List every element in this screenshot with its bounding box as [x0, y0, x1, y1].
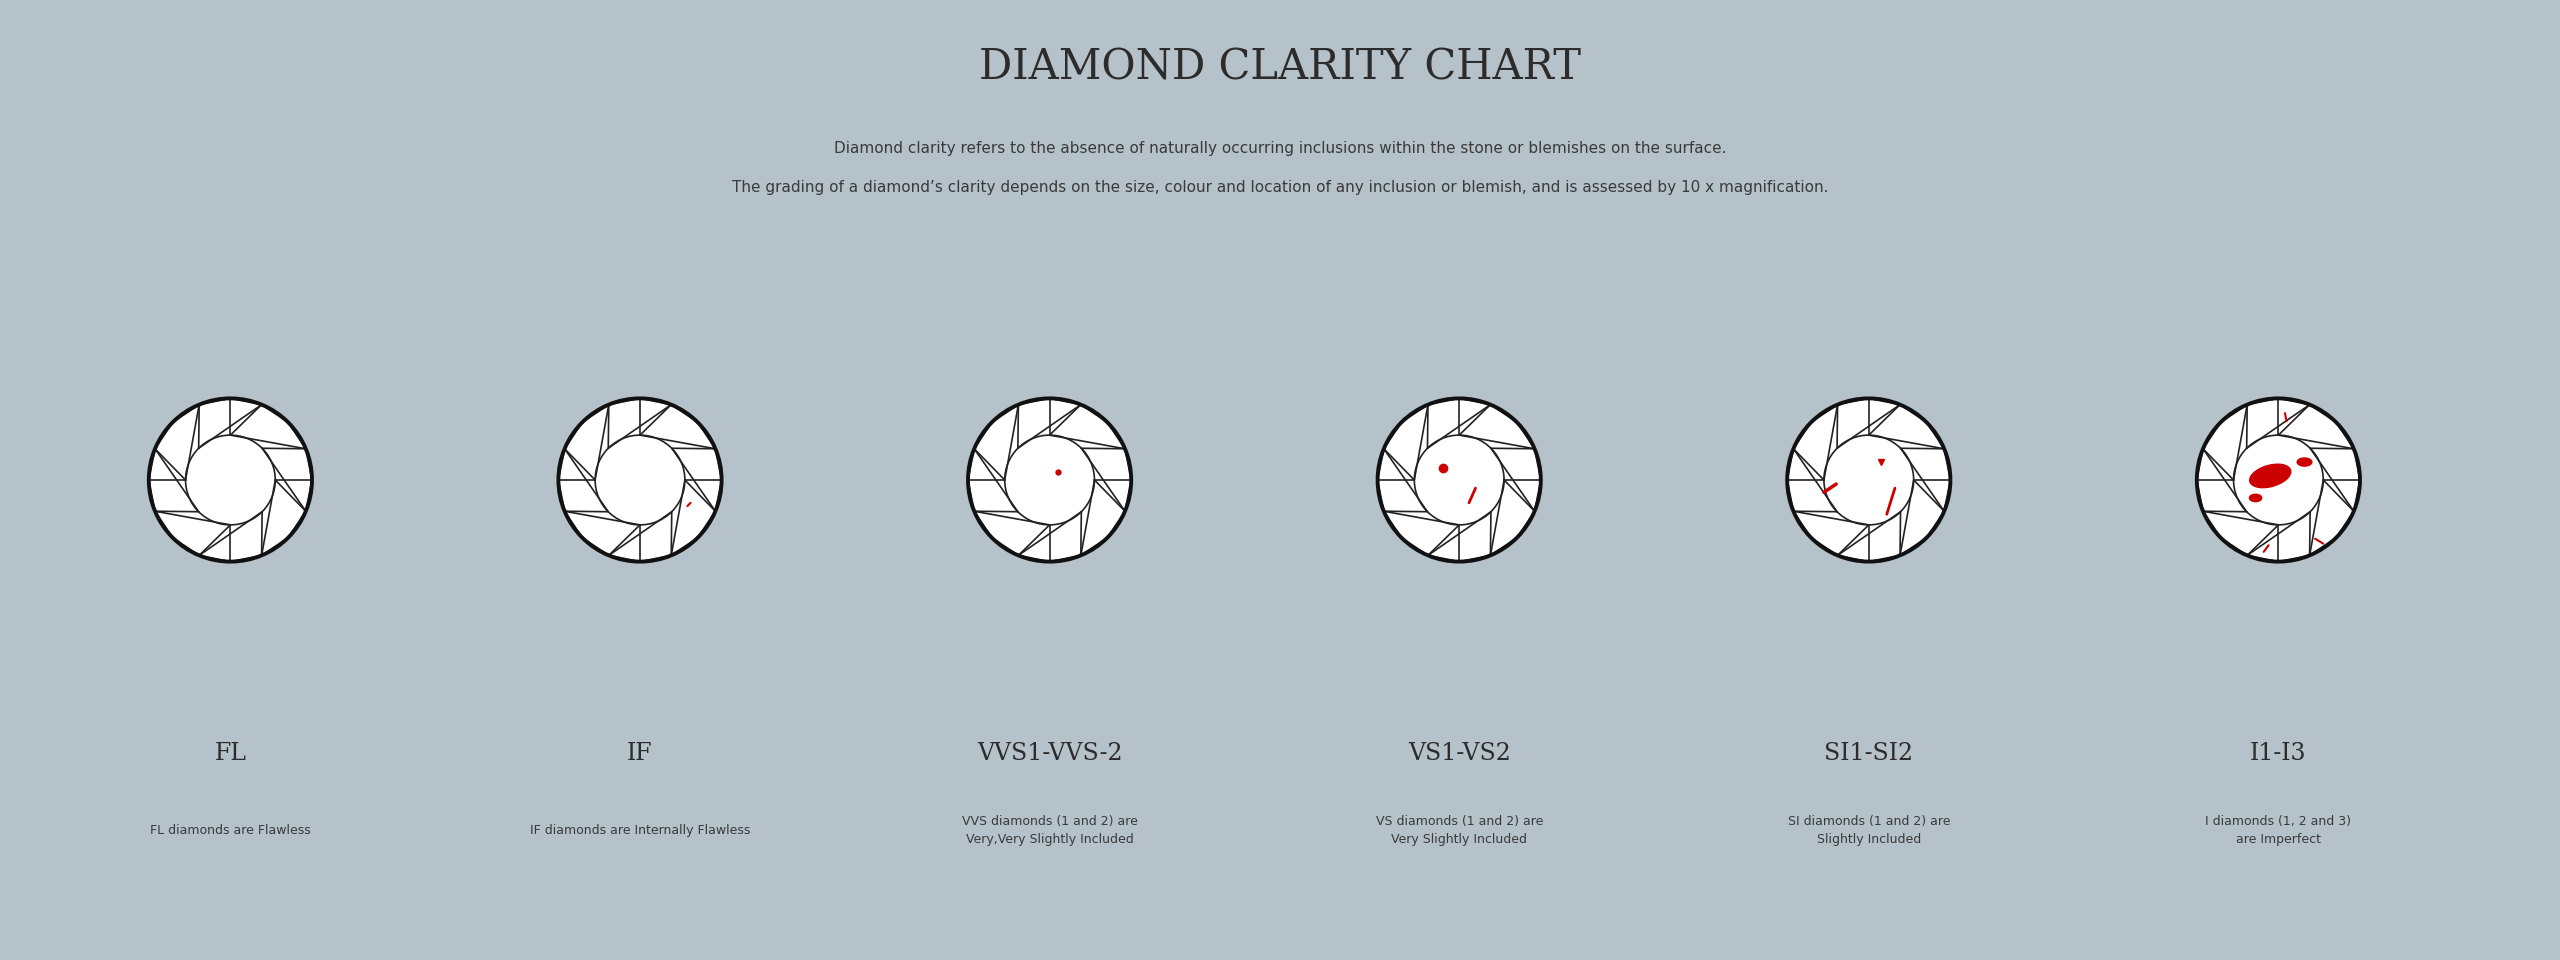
Text: IF: IF [627, 742, 653, 765]
Ellipse shape [1787, 398, 1951, 562]
Text: VS1-VS2: VS1-VS2 [1408, 742, 1510, 765]
Ellipse shape [968, 398, 1132, 562]
Text: SI1-SI2: SI1-SI2 [1825, 742, 1912, 765]
Ellipse shape [148, 398, 312, 562]
Ellipse shape [2250, 465, 2291, 488]
Text: FL: FL [215, 742, 246, 765]
Text: Diamond clarity refers to the absence of naturally occurring inclusions within t: Diamond clarity refers to the absence of… [835, 141, 1725, 156]
Text: IF diamonds are Internally Flawless: IF diamonds are Internally Flawless [530, 824, 750, 837]
Text: SI diamonds (1 and 2) are
Slightly Included: SI diamonds (1 and 2) are Slightly Inclu… [1787, 815, 1951, 846]
Ellipse shape [1377, 398, 1541, 562]
Ellipse shape [558, 398, 722, 562]
Text: I diamonds (1, 2 and 3)
are Imperfect: I diamonds (1, 2 and 3) are Imperfect [2204, 815, 2353, 846]
Text: VVS diamonds (1 and 2) are
Very,Very Slightly Included: VVS diamonds (1 and 2) are Very,Very Sli… [963, 815, 1137, 846]
Text: DIAMOND CLARITY CHART: DIAMOND CLARITY CHART [978, 46, 1582, 88]
Text: The grading of a diamond’s clarity depends on the size, colour and location of a: The grading of a diamond’s clarity depen… [732, 180, 1828, 195]
Ellipse shape [2250, 494, 2260, 502]
Ellipse shape [2296, 458, 2312, 467]
Ellipse shape [2196, 398, 2360, 562]
Text: FL diamonds are Flawless: FL diamonds are Flawless [151, 824, 310, 837]
Text: VVS1-VVS-2: VVS1-VVS-2 [978, 742, 1121, 765]
Text: VS diamonds (1 and 2) are
Very Slightly Included: VS diamonds (1 and 2) are Very Slightly … [1375, 815, 1544, 846]
Text: I1-I3: I1-I3 [2250, 742, 2307, 765]
